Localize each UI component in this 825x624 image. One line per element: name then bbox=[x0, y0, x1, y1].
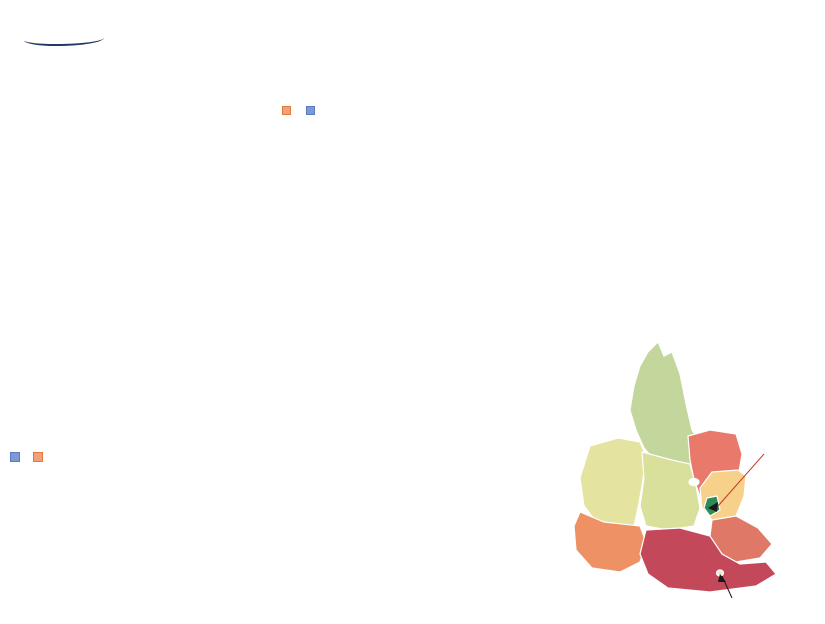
legend-2023 bbox=[306, 106, 318, 116]
chart2-legend bbox=[248, 106, 510, 116]
legend-swatch-retail-icon bbox=[10, 452, 20, 462]
chart2-subheaders bbox=[248, 88, 510, 102]
kpi-panel bbox=[518, 58, 823, 328]
map-arrow-yangier bbox=[718, 574, 726, 582]
map-svg bbox=[573, 340, 777, 599]
chart3-plot bbox=[4, 304, 564, 402]
map-region-sardoba bbox=[573, 511, 647, 573]
map-region-mirzaobod bbox=[639, 451, 701, 531]
legend-retail bbox=[10, 452, 23, 464]
per-capita-map bbox=[560, 330, 825, 619]
chart-retail-by-district bbox=[4, 72, 244, 282]
map-arrow-guliston-city bbox=[708, 502, 718, 512]
page-header bbox=[0, 0, 825, 52]
map-region-xovos bbox=[639, 527, 777, 593]
chart-wholesale-by-district bbox=[4, 298, 564, 433]
legend-swatch-wholesale-icon bbox=[33, 452, 43, 462]
map-leader-guliston-city bbox=[717, 453, 765, 507]
legend-wholesale bbox=[33, 452, 46, 464]
chart4-plot bbox=[4, 472, 564, 592]
legend-swatch-2023-icon bbox=[306, 106, 315, 115]
map-region-oqoltin bbox=[579, 437, 647, 527]
legend-swatch-2024-icon bbox=[282, 106, 291, 115]
legend-2024 bbox=[282, 106, 294, 116]
map-region-shirin-city bbox=[688, 477, 700, 487]
chart-growth-rates bbox=[4, 452, 564, 619]
cerr-logo bbox=[18, 10, 110, 48]
chart-retail-structure bbox=[248, 82, 510, 282]
chart4-legend bbox=[10, 452, 46, 464]
logo-swoosh bbox=[24, 32, 104, 46]
